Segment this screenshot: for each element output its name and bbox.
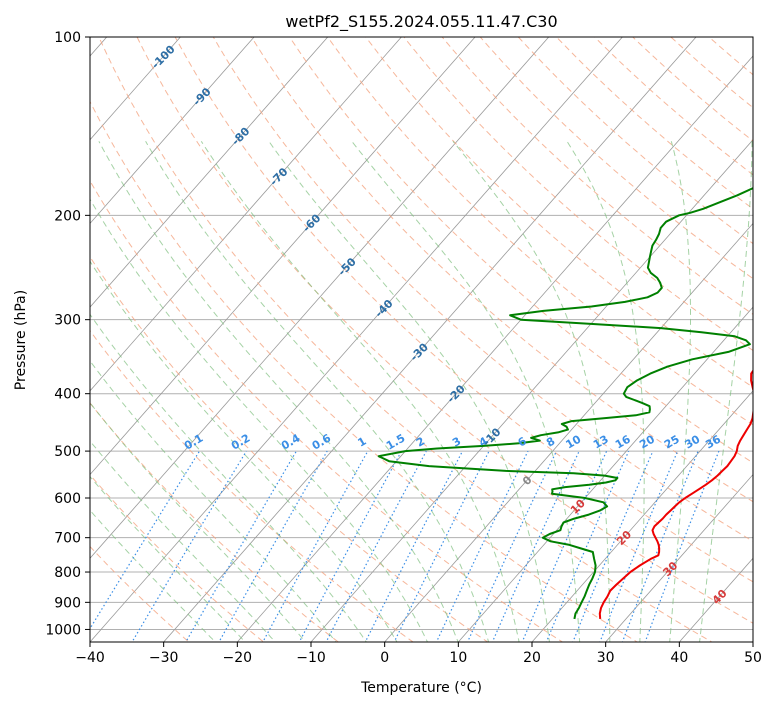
mixing-ratio-line <box>491 450 580 642</box>
y-tick-label: 700 <box>54 531 81 547</box>
x-tick-label: 40 <box>670 650 688 666</box>
dry-adiabat-line <box>136 37 753 624</box>
y-tick-label: 900 <box>54 595 81 611</box>
x-tick-label: 50 <box>744 650 762 666</box>
chart-title: wetPf2_S155.2024.055.11.47.C30 <box>285 12 557 32</box>
moist-adiabat-line <box>98 141 459 642</box>
isotherm-line <box>310 139 753 642</box>
moist-adiabat-line <box>145 141 490 642</box>
moist-adiabat-line <box>200 141 520 642</box>
temperature-profile-line <box>598 369 753 619</box>
y-axis-label: Pressure (hPa) <box>13 290 29 390</box>
dry-adiabat-line <box>90 402 340 642</box>
mixing-ratio-line <box>644 450 720 642</box>
x-tick-label: −40 <box>75 650 105 666</box>
x-tick-label: −10 <box>296 650 326 666</box>
dry-adiabat-line <box>90 100 639 642</box>
moist-adiabat-line <box>351 140 581 642</box>
mixing-ratio-line <box>521 450 608 642</box>
mixing-ratio-line <box>364 450 464 642</box>
moist-adiabat-line <box>90 198 429 642</box>
dry-adiabat-line <box>365 37 753 388</box>
plot-frame <box>89 36 754 643</box>
mixing-ratio-line <box>218 450 328 642</box>
moist-adiabat-line <box>268 141 550 642</box>
isotherm-line <box>605 473 753 642</box>
mixing-ratio-line <box>131 450 247 642</box>
isotherm-line <box>90 37 623 642</box>
axis-layer: −40 −30 −20 −10 0 10 20 30 40 50 100 200 300 400 500 60… <box>45 30 762 666</box>
y-tick-label: 500 <box>54 444 81 460</box>
isotherm-line <box>163 37 697 642</box>
moist-adiabat-line <box>90 509 216 642</box>
moist-adiabat-line <box>90 401 307 642</box>
y-tick-label: 400 <box>54 387 81 403</box>
isotherm-line <box>90 37 402 392</box>
x-tick-label: 10 <box>449 650 467 666</box>
x-tick-label: 20 <box>523 650 541 666</box>
dry-adiabat-line <box>90 180 564 642</box>
mixing-ratio-line <box>435 450 529 642</box>
moist-adiabat-line <box>669 141 691 642</box>
moist-adiabat-line <box>566 141 645 642</box>
isotherm-line <box>90 37 329 308</box>
isotherm-line <box>384 222 753 642</box>
y-tick-label: 300 <box>54 313 81 329</box>
dry-adiabat-line <box>593 37 753 176</box>
y-tick-label: 800 <box>54 565 81 581</box>
x-tick-label: −30 <box>149 650 179 666</box>
series-layer <box>377 187 753 620</box>
mixing-ratio-line <box>572 450 654 642</box>
dry-adiabat-line <box>327 37 753 426</box>
mixing-ratio-line <box>262 450 369 642</box>
y-tick-label: 600 <box>54 491 81 507</box>
dry-adiabat-line <box>632 37 753 142</box>
isotherm-line <box>236 55 753 642</box>
x-tick-label: 30 <box>597 650 615 666</box>
dry-adiabat-line <box>174 37 753 583</box>
moist-adiabat-line <box>90 260 398 642</box>
y-tick-label: 200 <box>54 208 81 224</box>
x-tick-label: 0 <box>380 650 389 666</box>
dewpoint-profile-line <box>377 187 753 620</box>
moist-adiabat-line <box>90 440 276 642</box>
moist-adiabat-line <box>90 475 246 642</box>
dry-adiabat-line <box>670 37 753 109</box>
mixing-ratio-line <box>466 450 558 642</box>
isotherm-line <box>90 37 255 225</box>
y-tick-label: 100 <box>54 30 81 46</box>
y-tick-label: 1000 <box>45 622 81 638</box>
dry-adiabat-line <box>288 37 753 464</box>
isotherm-line <box>457 306 753 642</box>
isotherm-line <box>531 390 753 642</box>
moist-adiabat-line <box>699 141 753 642</box>
isotherm-line <box>90 37 181 141</box>
mixing-ratio-line <box>545 450 630 642</box>
dry-adiabat-line <box>250 37 753 503</box>
x-tick-label: −20 <box>223 650 253 666</box>
isotherm-line <box>90 37 476 476</box>
isotherm-line <box>90 37 550 559</box>
dry-adiabat-line <box>90 256 489 642</box>
x-axis-label: Temperature (°C) <box>360 680 482 696</box>
mixing-ratio-line <box>621 450 699 642</box>
mixing-ratio-line <box>599 450 679 642</box>
mixing-ratio-line <box>90 450 201 630</box>
grid-layer <box>90 37 753 642</box>
